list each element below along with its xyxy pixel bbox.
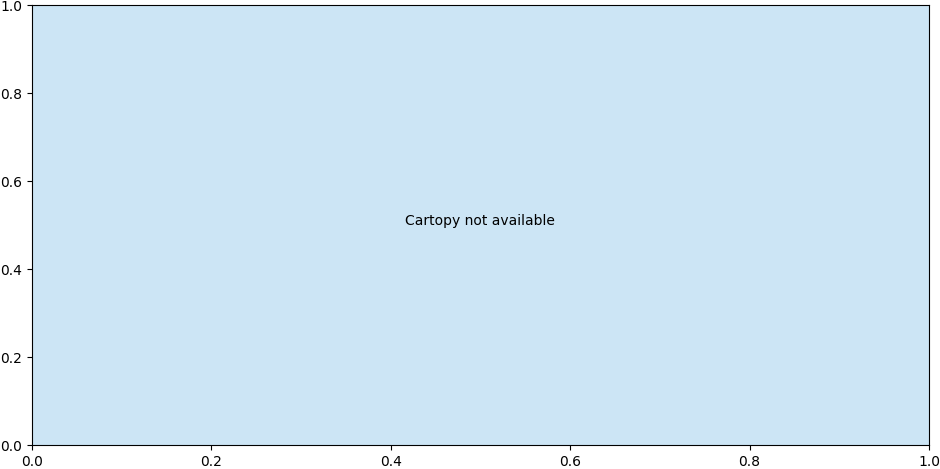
Text: Cartopy not available: Cartopy not available xyxy=(405,214,556,228)
